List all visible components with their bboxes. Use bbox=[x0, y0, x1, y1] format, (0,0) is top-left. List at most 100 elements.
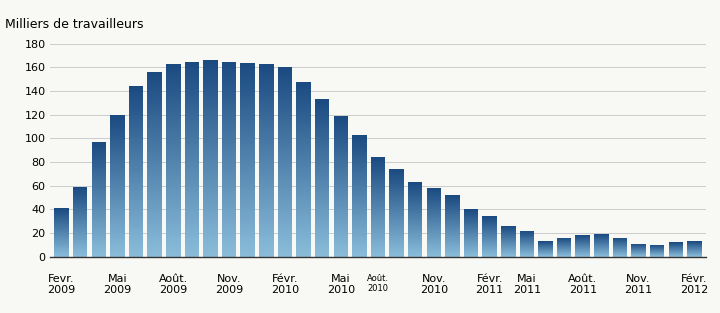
Bar bbox=[445, 252, 459, 253]
Bar bbox=[278, 85, 292, 86]
Bar bbox=[148, 199, 162, 201]
Bar bbox=[333, 234, 348, 236]
Bar bbox=[390, 196, 404, 197]
Bar bbox=[371, 174, 385, 175]
Bar bbox=[333, 140, 348, 141]
Bar bbox=[110, 233, 125, 234]
Bar bbox=[445, 253, 459, 254]
Bar bbox=[352, 146, 366, 147]
Bar bbox=[408, 200, 423, 201]
Bar bbox=[333, 206, 348, 208]
Bar bbox=[352, 152, 366, 153]
Bar bbox=[371, 212, 385, 213]
Bar bbox=[464, 217, 478, 218]
Bar bbox=[129, 187, 143, 188]
Bar bbox=[408, 217, 423, 218]
Bar bbox=[333, 223, 348, 224]
Bar bbox=[464, 219, 478, 220]
Bar bbox=[184, 103, 199, 105]
Bar bbox=[240, 113, 255, 115]
Bar bbox=[352, 235, 366, 236]
Bar bbox=[203, 78, 217, 80]
Bar bbox=[390, 231, 404, 232]
Bar bbox=[482, 233, 497, 234]
Bar bbox=[445, 201, 459, 202]
Bar bbox=[315, 239, 330, 241]
Bar bbox=[352, 148, 366, 150]
Bar bbox=[129, 252, 143, 253]
Bar bbox=[166, 68, 181, 70]
Bar bbox=[297, 108, 311, 110]
Bar bbox=[482, 226, 497, 227]
Bar bbox=[222, 140, 236, 141]
Bar bbox=[390, 232, 404, 233]
Bar bbox=[259, 137, 274, 139]
Bar bbox=[297, 178, 311, 180]
Bar bbox=[129, 229, 143, 231]
Bar bbox=[222, 241, 236, 243]
Bar bbox=[408, 232, 423, 233]
Bar bbox=[148, 122, 162, 124]
Bar bbox=[390, 245, 404, 246]
Bar bbox=[148, 181, 162, 183]
Bar bbox=[222, 239, 236, 241]
Bar bbox=[297, 94, 311, 96]
Bar bbox=[297, 216, 311, 218]
Bar bbox=[278, 107, 292, 109]
Bar bbox=[408, 244, 423, 245]
Bar bbox=[390, 209, 404, 210]
Bar bbox=[408, 196, 423, 197]
Bar bbox=[482, 254, 497, 255]
Bar bbox=[222, 249, 236, 251]
Bar bbox=[333, 120, 348, 121]
Bar bbox=[297, 251, 311, 253]
Bar bbox=[240, 158, 255, 160]
Bar bbox=[259, 135, 274, 137]
Bar bbox=[73, 243, 87, 244]
Bar bbox=[259, 145, 274, 147]
Bar bbox=[259, 247, 274, 249]
Bar bbox=[203, 76, 217, 78]
Bar bbox=[129, 175, 143, 177]
Bar bbox=[445, 209, 459, 210]
Bar bbox=[371, 204, 385, 205]
Bar bbox=[166, 180, 181, 182]
Bar bbox=[166, 232, 181, 233]
Bar bbox=[184, 105, 199, 106]
Bar bbox=[390, 195, 404, 196]
Bar bbox=[315, 236, 330, 238]
Bar bbox=[408, 219, 423, 220]
Bar bbox=[297, 194, 311, 195]
Bar bbox=[73, 233, 87, 234]
Bar bbox=[445, 237, 459, 238]
Bar bbox=[371, 201, 385, 202]
Bar bbox=[184, 143, 199, 146]
Bar bbox=[278, 166, 292, 168]
Bar bbox=[129, 158, 143, 160]
Bar bbox=[148, 131, 162, 133]
Bar bbox=[110, 200, 125, 201]
Bar bbox=[166, 197, 181, 199]
Bar bbox=[91, 255, 106, 257]
Bar bbox=[129, 129, 143, 131]
Bar bbox=[390, 190, 404, 191]
Bar bbox=[352, 249, 366, 251]
Bar bbox=[445, 214, 459, 215]
Bar bbox=[184, 237, 199, 239]
Bar bbox=[148, 205, 162, 207]
Bar bbox=[129, 97, 143, 98]
Bar bbox=[240, 166, 255, 167]
Bar bbox=[203, 60, 217, 62]
Bar bbox=[54, 248, 69, 249]
Bar bbox=[240, 88, 255, 90]
Bar bbox=[371, 230, 385, 231]
Bar bbox=[240, 131, 255, 132]
Bar bbox=[110, 245, 125, 247]
Bar bbox=[166, 170, 181, 172]
Bar bbox=[464, 249, 478, 250]
Bar bbox=[445, 215, 459, 216]
Bar bbox=[352, 217, 366, 218]
Bar bbox=[371, 197, 385, 198]
Bar bbox=[315, 243, 330, 244]
Bar bbox=[240, 237, 255, 239]
